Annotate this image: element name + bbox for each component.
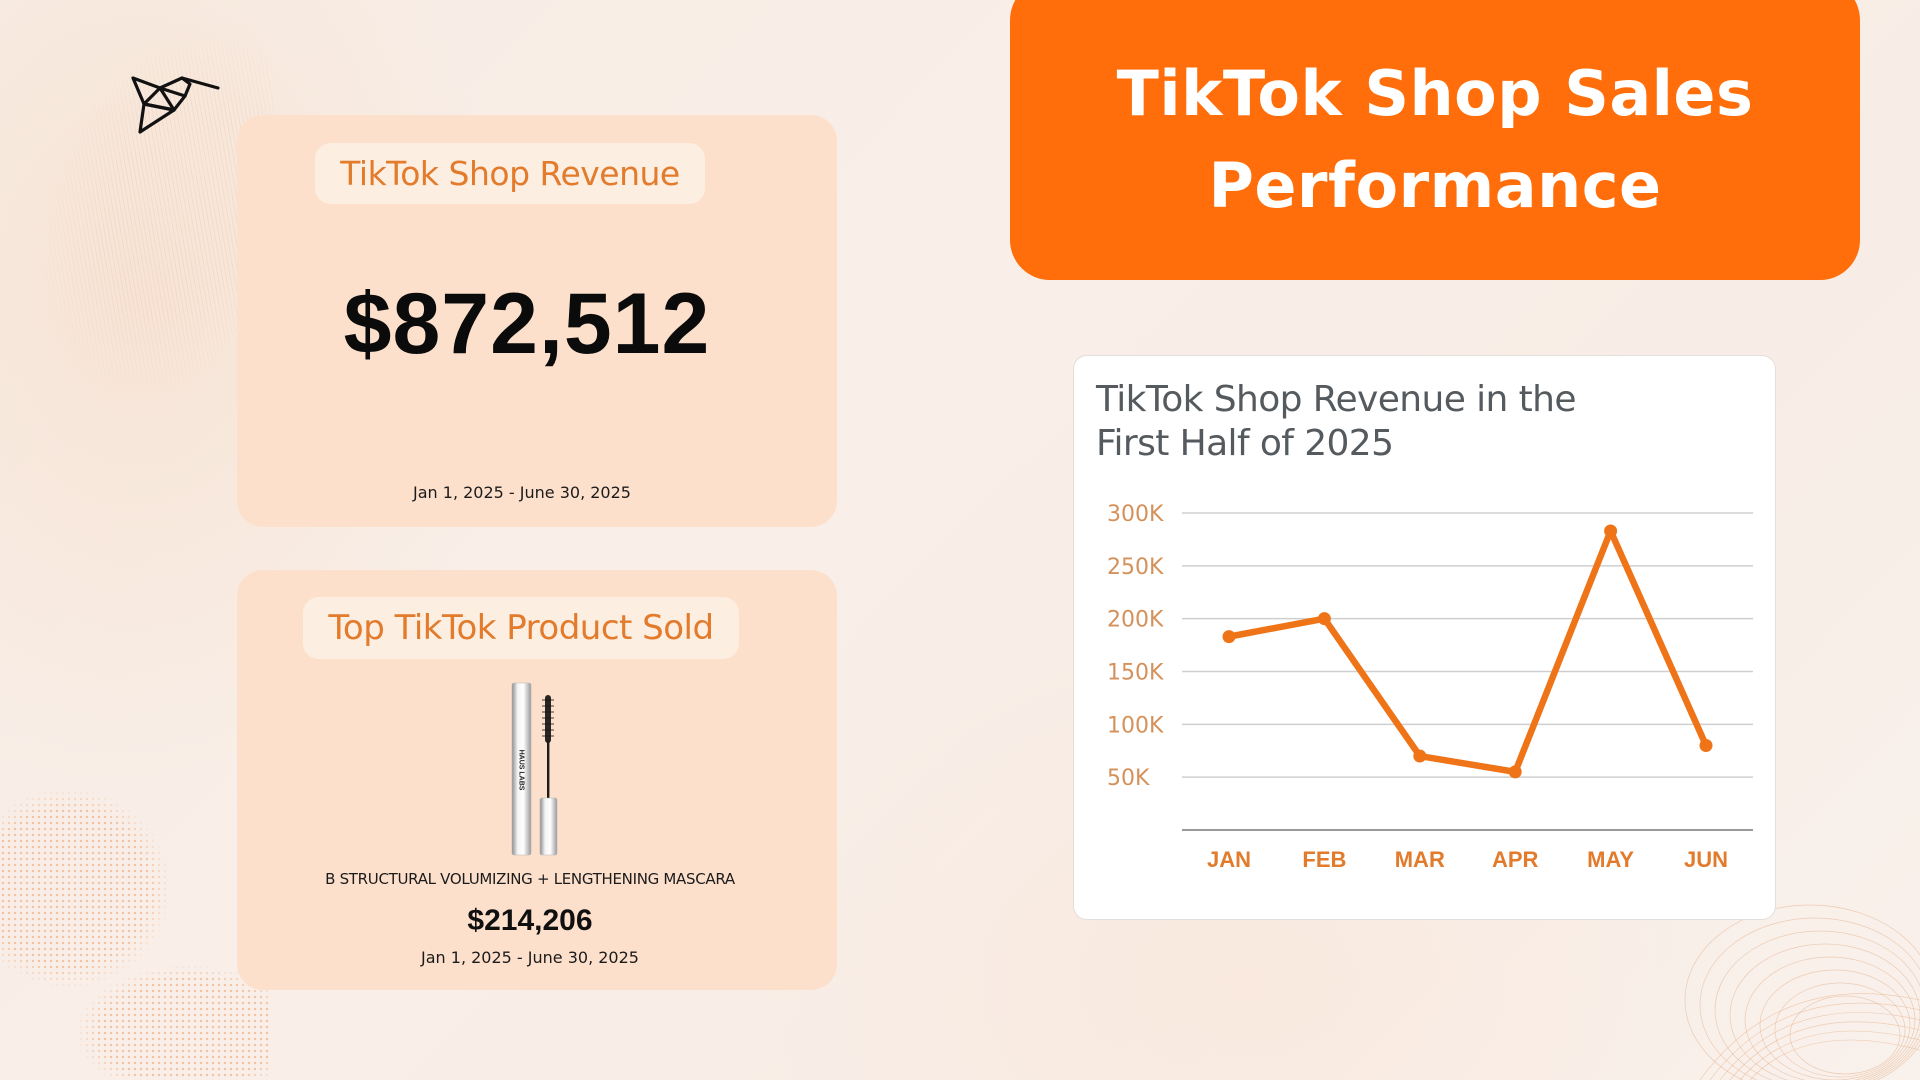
y-axis-tick-label: 50K (1107, 766, 1150, 791)
x-axis-tick-label: APR (1492, 847, 1539, 872)
top-product-revenue: $214,206 (467, 904, 593, 937)
chart-title-line-1: TikTok Shop Revenue in the (1096, 379, 1576, 420)
mascara-product-image: HAUS LABS (511, 682, 558, 856)
top-product-card: Top TikTok Product Sold HAUS LABS B STRU… (237, 570, 837, 990)
y-axis-tick-label: 150K (1107, 661, 1164, 686)
chart-title: TikTok Shop Revenue in the First Half of… (1096, 378, 1616, 466)
y-axis-tick-label: 100K (1107, 713, 1164, 738)
svg-text:HAUS LABS: HAUS LABS (518, 750, 525, 791)
top-product-date-range: Jan 1, 2025 - June 30, 2025 (421, 948, 639, 967)
x-axis-tick-label: JAN (1207, 847, 1251, 872)
x-axis-tick-label: FEB (1302, 847, 1346, 872)
hummingbird-logo-icon (131, 76, 220, 134)
revenue-card: TikTok Shop Revenue $872,512 Jan 1, 2025… (237, 115, 837, 527)
x-axis-tick-label: MAY (1587, 847, 1634, 872)
total-revenue-value: $872,512 (343, 276, 711, 372)
data-point (1222, 630, 1236, 644)
x-axis-tick-label: JUN (1684, 847, 1728, 872)
y-axis-tick-label: 250K (1107, 555, 1164, 580)
revenue-card-label: TikTok Shop Revenue (315, 143, 705, 204)
page-title-line-2: Performance (1208, 149, 1662, 222)
title-banner: TikTok Shop Sales Performance (1010, 0, 1860, 280)
revenue-line (1225, 527, 1710, 776)
data-point (1317, 612, 1331, 626)
x-axis-tick-label: MAR (1395, 847, 1445, 872)
y-axis-tick-label: 200K (1107, 608, 1164, 633)
revenue-date-range: Jan 1, 2025 - June 30, 2025 (413, 483, 631, 502)
page-title-line-1: TikTok Shop Sales (1116, 57, 1754, 130)
data-point (1604, 524, 1618, 538)
line-chart: 50K 100K 150K 200K 250K 300K JAN FEB MAR APR MAY JU… (1107, 502, 1753, 872)
data-point (1508, 765, 1522, 779)
chart-title-line-2: First Half of 2025 (1096, 423, 1394, 464)
revenue-line-chart-card: TikTok Shop Revenue in the First Half of… (1073, 355, 1776, 920)
y-axis-tick-label: 300K (1107, 502, 1164, 527)
data-point (1699, 738, 1713, 752)
top-product-name: B STRUCTURAL VOLUMIZING + LENGTHENING MA… (325, 870, 735, 888)
decorative-dot-pattern (0, 760, 270, 1080)
top-product-card-label: Top TikTok Product Sold (303, 597, 739, 659)
data-point (1413, 749, 1427, 763)
page-title: TikTok Shop Sales Performance (1117, 48, 1754, 232)
